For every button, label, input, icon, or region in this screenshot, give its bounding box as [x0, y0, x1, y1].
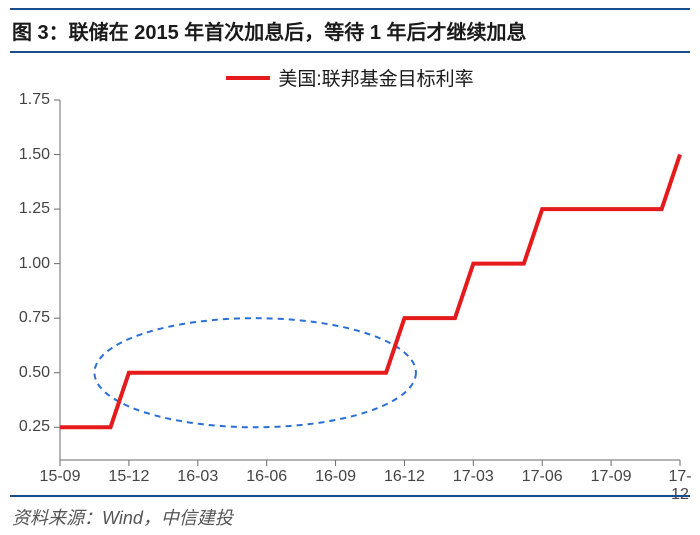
chart-title: 图 3：联储在 2015 年首次加息后，等待 1 年后才继续加息: [10, 10, 690, 51]
y-tick-label: 1.50: [0, 146, 50, 164]
x-tick-label: 16-12: [384, 468, 425, 486]
plot-svg: [60, 100, 680, 460]
title-bar: 图 3：联储在 2015 年首次加息后，等待 1 年后才继续加息: [10, 8, 690, 53]
y-tick-label: 0.50: [0, 364, 50, 382]
figure: 图 3：联储在 2015 年首次加息后，等待 1 年后才继续加息 美国:联邦基金…: [0, 0, 700, 535]
x-tick-label: 17-12: [668, 468, 691, 504]
y-tick-label: 0.25: [0, 418, 50, 436]
x-tick-label: 15-12: [108, 468, 149, 486]
x-tick-label: 17-09: [591, 468, 632, 486]
y-tick-label: 1.25: [0, 200, 50, 218]
legend-item: 美国:联邦基金目标利率: [226, 64, 473, 91]
plot-area: 0.250.500.751.001.251.501.7515-0915-1216…: [60, 100, 680, 460]
x-tick-label: 16-03: [177, 468, 218, 486]
legend: 美国:联邦基金目标利率: [0, 64, 700, 91]
y-tick-label: 1.00: [0, 255, 50, 273]
legend-swatch: [226, 76, 270, 80]
y-tick-label: 0.75: [0, 309, 50, 327]
footer-rule: [10, 495, 690, 497]
series-line: [60, 155, 680, 428]
x-tick-label: 15-09: [40, 468, 81, 486]
x-tick-label: 16-06: [246, 468, 287, 486]
source-text: 资料来源：Wind，中信建投: [12, 504, 233, 530]
x-tick-label: 16-09: [315, 468, 356, 486]
title-rule-bottom: [10, 51, 690, 53]
y-tick-label: 1.75: [0, 91, 50, 109]
legend-label: 美国:联邦基金目标利率: [278, 64, 473, 91]
x-tick-label: 17-06: [522, 468, 563, 486]
x-tick-label: 17-03: [453, 468, 494, 486]
